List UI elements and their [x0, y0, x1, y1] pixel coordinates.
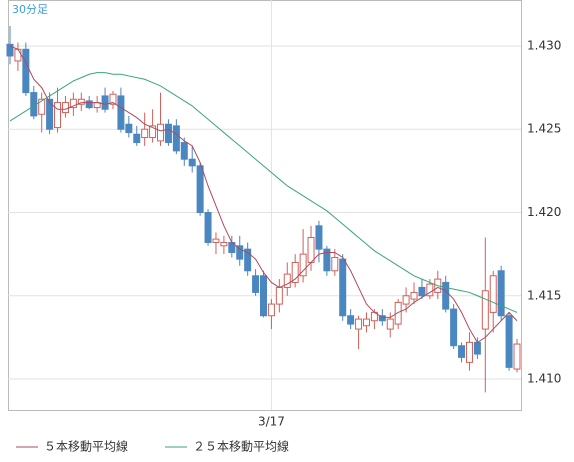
interval-label: 30分足: [12, 3, 48, 16]
candle-body: [442, 281, 450, 310]
x-tick-label: 3/17: [258, 415, 285, 429]
candle-body: [77, 98, 85, 105]
candle-body: [505, 315, 513, 368]
y-tick-label: 1.420: [527, 205, 561, 219]
candle-body: [236, 245, 244, 260]
candle-body: [489, 275, 497, 313]
candle-body: [101, 95, 109, 110]
candle-body: [307, 236, 315, 263]
candle-body: [355, 318, 363, 330]
candle-body: [141, 128, 149, 139]
candle-body: [149, 125, 157, 139]
candle-body: [85, 100, 93, 109]
moving-average-line: [9, 45, 518, 344]
candle-body: [299, 253, 307, 277]
candle-body: [315, 225, 323, 250]
candle-body: [117, 95, 125, 130]
candle-body: [252, 275, 260, 293]
candle-body: [125, 123, 133, 134]
candle-body: [497, 270, 505, 317]
candle-body: [69, 98, 77, 109]
y-tick-label: 1.415: [527, 288, 561, 302]
candle-body: [394, 301, 402, 325]
candle-body: [22, 48, 30, 94]
candle-body: [212, 238, 220, 243]
candle-body: [133, 133, 141, 144]
candle-body: [180, 142, 188, 160]
candle-body: [426, 283, 434, 297]
candle-body: [418, 286, 426, 297]
candle-body: [410, 291, 418, 300]
candle-body: [196, 165, 204, 213]
candle-body: [347, 315, 355, 325]
candle-body: [220, 241, 228, 247]
candle-body: [14, 48, 22, 62]
legend-label: ２５本移動平均線: [193, 439, 289, 454]
candle-body: [38, 98, 46, 115]
candle-body: [362, 318, 370, 327]
candle-body: [61, 102, 69, 114]
candle-body: [244, 248, 252, 272]
candle-body: [188, 158, 196, 167]
candle-body: [291, 261, 299, 283]
plot-area: [8, 0, 522, 411]
candle-body: [465, 341, 473, 363]
candle-body: [204, 211, 212, 243]
candle-body: [339, 258, 347, 317]
candle-body: [283, 273, 291, 288]
candle-body: [267, 303, 275, 317]
moving-average-line: [9, 72, 518, 313]
candle-body: [323, 248, 331, 272]
y-tick-label: 1.410: [527, 372, 561, 386]
candle-body: [458, 345, 466, 358]
y-tick-label: 1.425: [527, 122, 561, 136]
candle-body: [109, 93, 117, 105]
candle-body: [172, 125, 180, 152]
candle-body: [473, 341, 481, 355]
candle-body: [260, 275, 267, 317]
candle-body: [450, 308, 458, 347]
candle-body: [157, 123, 165, 142]
y-tick-label: 1.430: [527, 38, 561, 52]
candle-body: [6, 43, 14, 57]
candle-body: [331, 256, 339, 272]
candle-body: [402, 295, 410, 305]
candle-body: [164, 123, 172, 144]
candle-body: [46, 98, 54, 130]
candle-body: [54, 102, 62, 129]
candle-body: [275, 286, 283, 305]
candle-body: [513, 343, 521, 370]
candle-body: [386, 318, 394, 330]
candle-body: [378, 315, 386, 322]
candle-body: [481, 290, 489, 330]
legend-label: ５本移動平均線: [44, 439, 128, 454]
